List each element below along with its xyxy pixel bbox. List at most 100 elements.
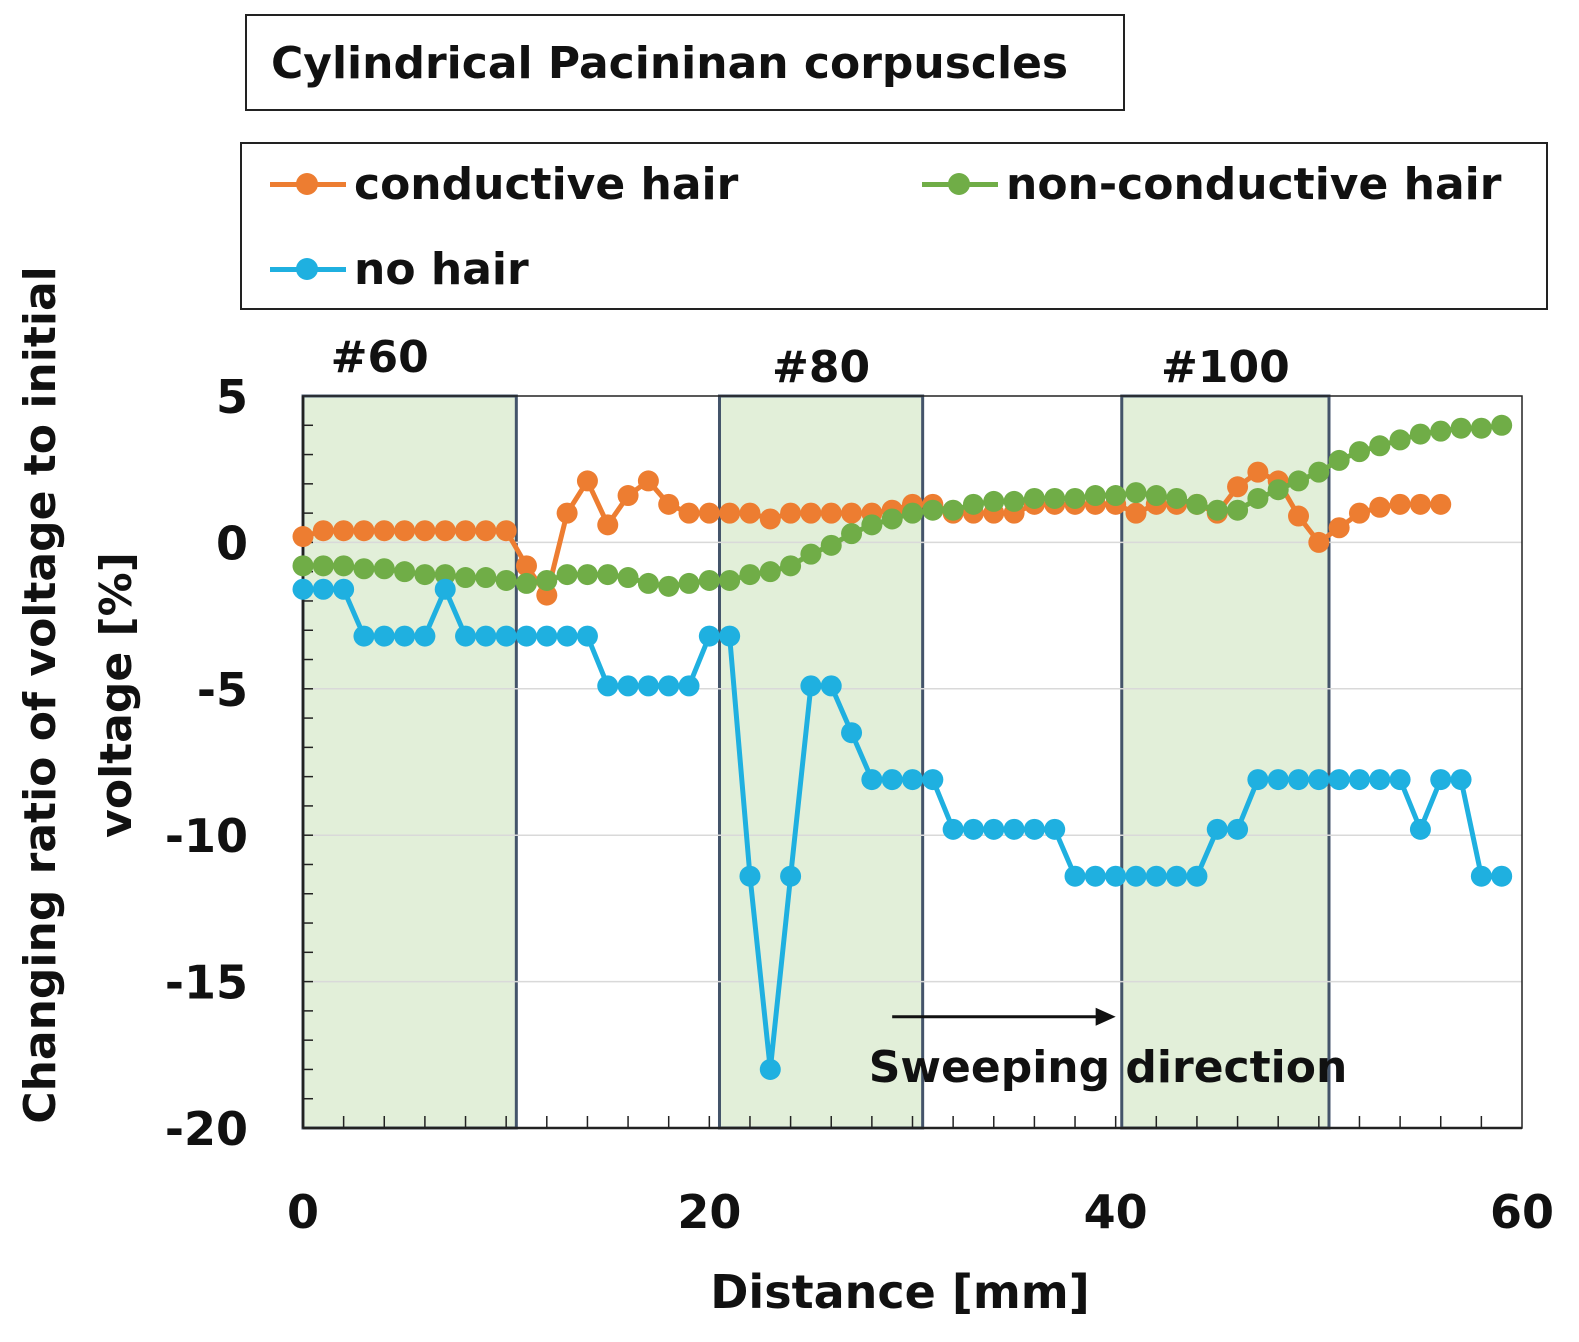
- data-point: [1003, 818, 1025, 840]
- data-point: [658, 675, 680, 697]
- legend-item-non-conductive-hair: non-conductive hair: [916, 154, 1501, 214]
- data-point: [1409, 818, 1431, 840]
- data-point: [434, 564, 456, 586]
- data-point: [1389, 429, 1411, 451]
- data-point: [678, 502, 700, 524]
- x-tick-label: 20: [677, 1185, 741, 1239]
- data-point: [902, 502, 923, 524]
- data-point: [1227, 499, 1249, 521]
- data-point: [698, 569, 720, 591]
- data-point: [455, 520, 477, 542]
- legend-swatch-conductive-hair: [264, 154, 352, 214]
- data-point: [841, 502, 863, 524]
- series-no-hair: [292, 578, 1513, 1080]
- data-point: [1369, 769, 1391, 791]
- data-point: [1125, 502, 1147, 524]
- data-point: [333, 520, 355, 542]
- data-point: [1288, 505, 1310, 527]
- annotation-text: Sweeping direction: [869, 1042, 1348, 1093]
- y-tick-label: 5: [216, 370, 248, 424]
- data-point: [1064, 865, 1086, 887]
- data-point: [658, 493, 680, 515]
- data-point: [495, 520, 517, 542]
- data-point: [678, 675, 700, 697]
- data-point: [292, 578, 314, 600]
- data-point: [1145, 485, 1167, 507]
- data-point: [597, 514, 619, 536]
- data-point: [1491, 865, 1513, 887]
- data-point: [820, 534, 842, 556]
- legend-marker: [296, 258, 318, 280]
- data-point: [1328, 517, 1350, 539]
- data-point: [800, 675, 822, 697]
- data-point: [1247, 487, 1269, 509]
- legend-item-no-hair: no hair: [264, 239, 529, 299]
- chart-title-box: Cylindrical Pacininan corpuscles: [245, 14, 1125, 111]
- data-point: [312, 578, 334, 600]
- data-point: [1450, 417, 1472, 439]
- x-tick-label: 60: [1490, 1185, 1554, 1239]
- data-point: [414, 625, 436, 647]
- data-point: [1328, 449, 1350, 471]
- data-point: [394, 625, 416, 647]
- data-point: [1227, 818, 1249, 840]
- data-point: [678, 572, 700, 594]
- data-point: [515, 572, 537, 594]
- data-point: [1450, 769, 1472, 791]
- data-point: [536, 625, 558, 647]
- data-point: [942, 818, 964, 840]
- data-point: [515, 625, 537, 647]
- legend-marker: [948, 173, 970, 195]
- y-axis-label: Changing ratio of voltage to initial volt…: [15, 266, 142, 1123]
- chart-title: Cylindrical Pacininan corpuscles: [271, 38, 1069, 89]
- data-point: [1409, 493, 1431, 515]
- region-0: [301, 394, 518, 1130]
- data-point: [881, 508, 903, 530]
- legend-swatch-no-hair: [264, 239, 352, 299]
- data-point: [292, 555, 314, 577]
- data-point: [495, 625, 517, 647]
- x-axis-label: Distance [mm]: [710, 1265, 1090, 1319]
- data-point: [1023, 818, 1045, 840]
- data-point: [759, 561, 781, 583]
- data-point: [1389, 493, 1411, 515]
- data-point: [719, 502, 741, 524]
- data-point: [1166, 865, 1188, 887]
- data-point: [1125, 482, 1147, 504]
- data-point: [353, 625, 375, 647]
- data-point: [536, 584, 558, 606]
- data-point: [312, 555, 334, 577]
- data-point: [617, 675, 639, 697]
- data-point: [414, 520, 436, 542]
- data-point: [373, 558, 395, 580]
- y-axis-label-line-1: Changing ratio of voltage to initial: [15, 266, 66, 1123]
- data-point: [1105, 865, 1127, 887]
- data-point: [475, 567, 497, 589]
- data-point: [1044, 818, 1066, 840]
- region-label-0: #60: [331, 332, 429, 383]
- data-point: [1288, 769, 1310, 791]
- data-point: [739, 865, 761, 887]
- data-point: [1003, 490, 1025, 512]
- data-point: [1348, 769, 1370, 791]
- data-point: [1369, 496, 1391, 518]
- data-point: [780, 865, 802, 887]
- data-point: [617, 567, 639, 589]
- data-point: [780, 502, 802, 524]
- data-point: [455, 567, 477, 589]
- data-point: [658, 575, 680, 597]
- data-point: [1105, 485, 1127, 507]
- data-point: [1084, 865, 1106, 887]
- data-point: [333, 578, 355, 600]
- legend-label-conductive-hair: conductive hair: [354, 158, 739, 210]
- data-point: [1470, 417, 1492, 439]
- data-point: [1348, 502, 1370, 524]
- data-point: [455, 625, 477, 647]
- data-point: [1064, 487, 1086, 509]
- y-tick-label: -10: [165, 809, 248, 863]
- data-point: [353, 520, 375, 542]
- data-point: [983, 818, 1005, 840]
- data-point: [576, 564, 598, 586]
- data-point: [1145, 865, 1167, 887]
